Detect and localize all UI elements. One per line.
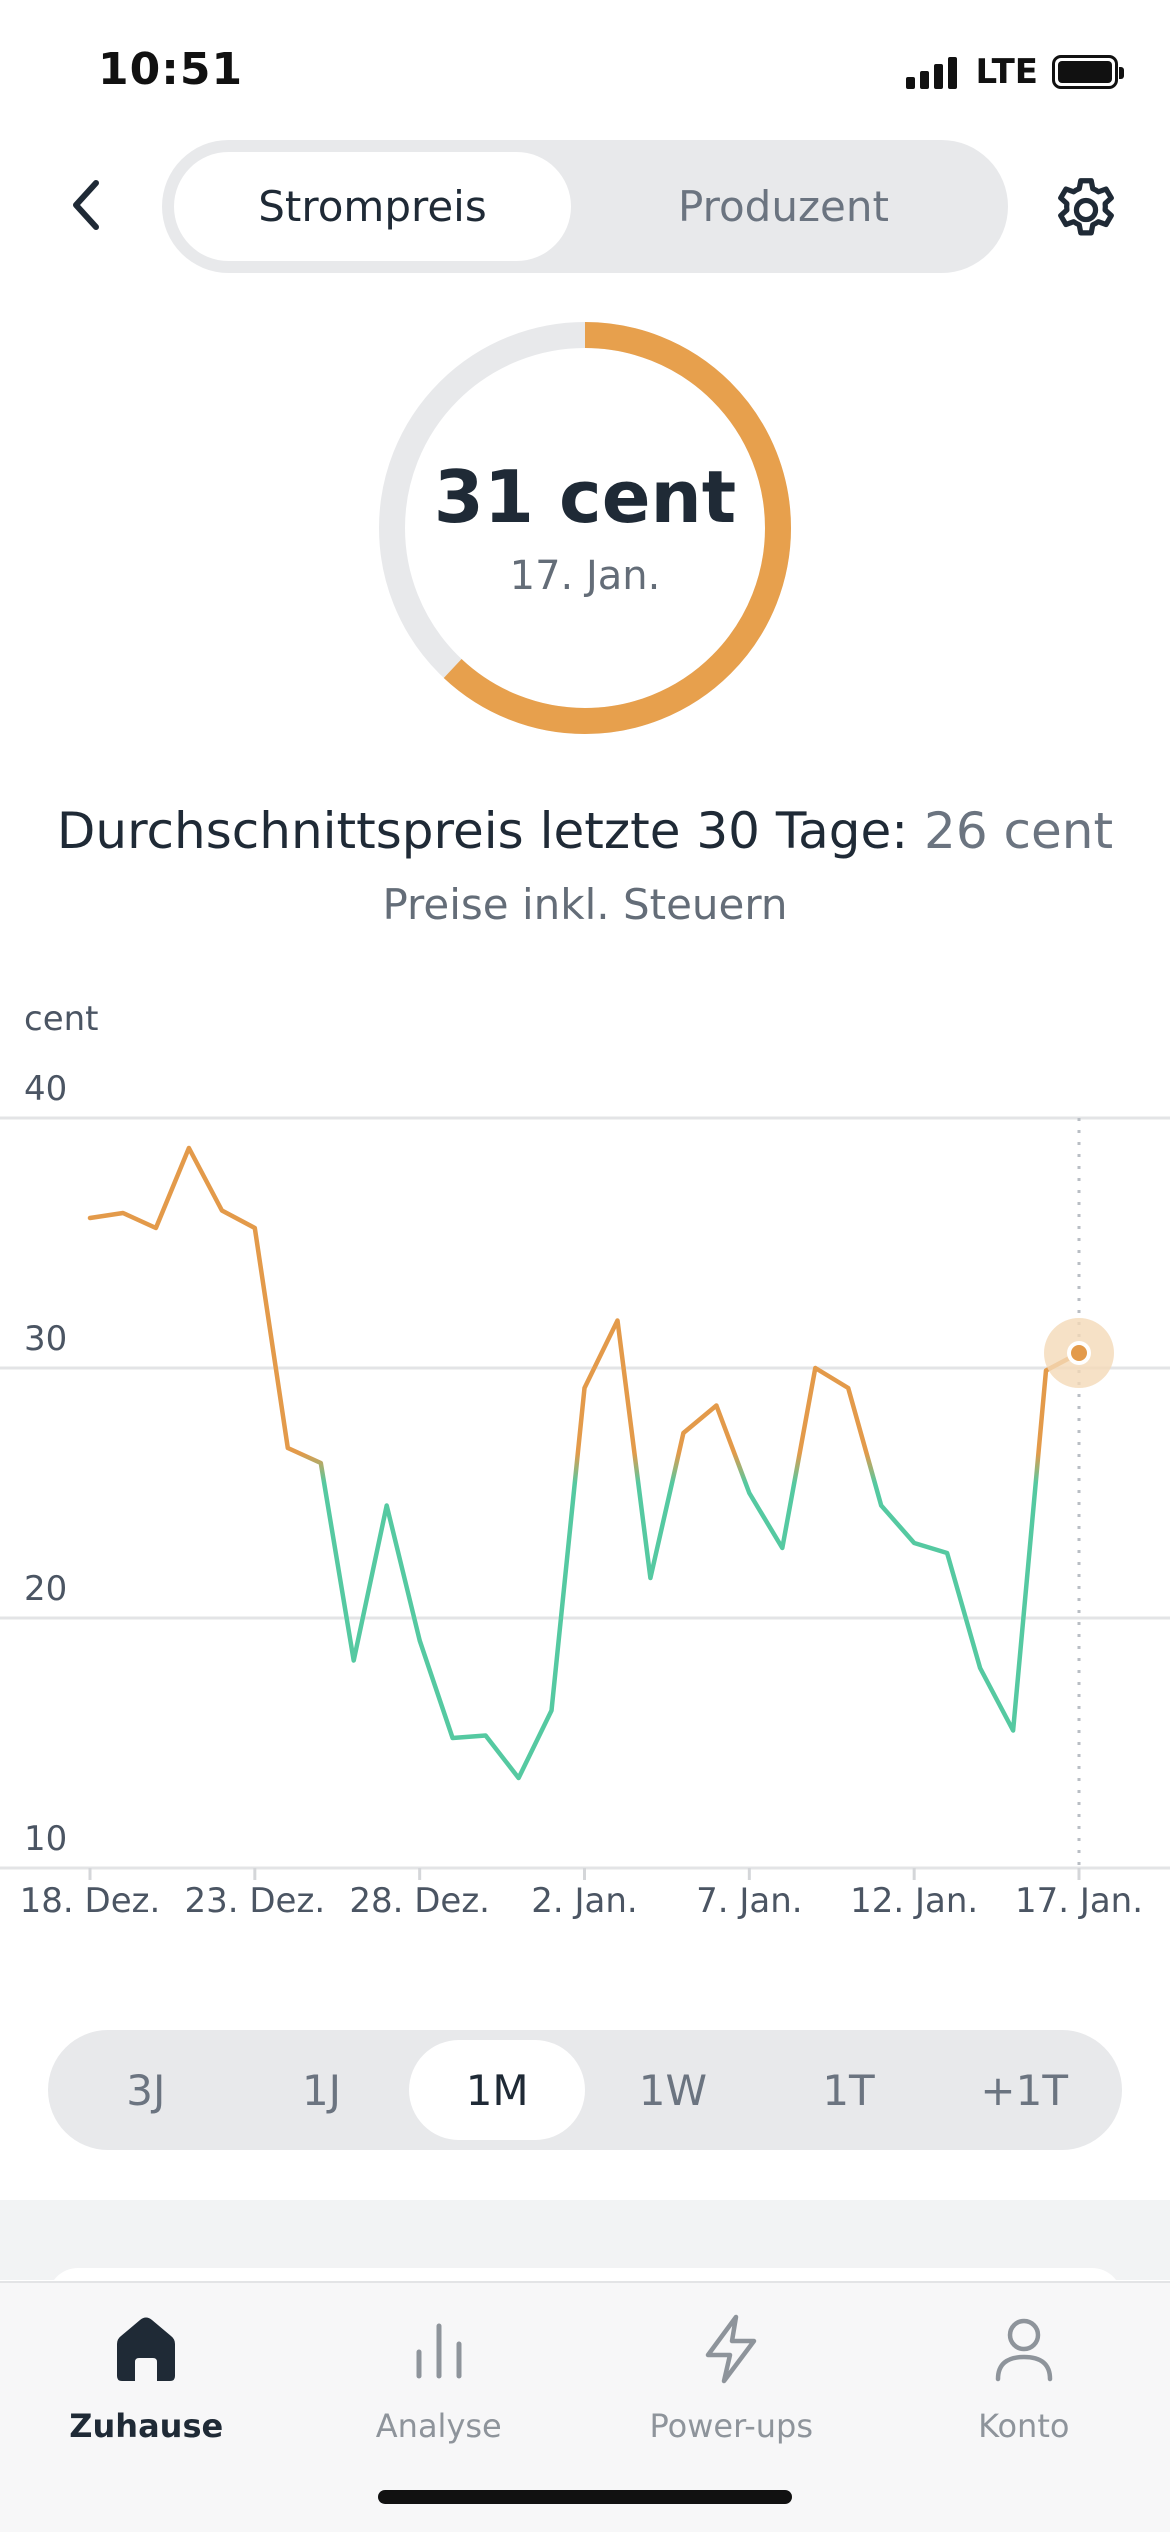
x-tick-label: 18. Dez. xyxy=(20,1881,161,1920)
tab-label: Zuhause xyxy=(69,2407,224,2445)
data-point xyxy=(87,1215,93,1221)
tab-power-ups[interactable]: Power-ups xyxy=(585,2283,878,2532)
signal-icon xyxy=(905,55,962,89)
range-3j[interactable]: 3J xyxy=(126,2065,166,2115)
battery-icon xyxy=(1052,55,1124,89)
range-1j[interactable]: 1J xyxy=(301,2065,342,2115)
data-point xyxy=(153,1225,159,1231)
tab-analyse[interactable]: Analyse xyxy=(293,2283,586,2532)
y-tick-label: 20 xyxy=(24,1569,67,1609)
y-tick-label: 10 xyxy=(24,1819,67,1859)
data-point xyxy=(516,1775,522,1781)
price-chart[interactable]: cent 40 30 20 10 18. Dez. 23. Dez. 28. Dez. 2.… xyxy=(0,1000,1170,1920)
tax-note: Preise inkl. Steuern xyxy=(382,880,788,929)
home-indicator xyxy=(378,2490,792,2504)
data-point xyxy=(483,1733,489,1739)
price-gauge xyxy=(379,322,791,734)
x-tick-label: 23. Dez. xyxy=(185,1881,326,1920)
data-point xyxy=(252,1225,258,1231)
average-price: Durchschnittspreis letzte 30 Tage: 26 ce… xyxy=(0,802,1170,860)
y-tick-label: 40 xyxy=(24,1069,67,1109)
chevron-left-icon xyxy=(73,180,99,230)
data-point xyxy=(1010,1728,1016,1734)
x-tick-label: 17. Jan. xyxy=(1015,1881,1143,1920)
data-point xyxy=(417,1638,423,1644)
range-1w[interactable]: 1W xyxy=(638,2065,707,2115)
segmented-control: Strompreis Produzent xyxy=(162,140,1008,273)
y-tick-label: 30 xyxy=(24,1319,67,1359)
content-background xyxy=(0,2200,1170,2280)
gauge-fill xyxy=(379,322,791,734)
gear-icon xyxy=(1058,178,1114,236)
data-point xyxy=(680,1430,686,1436)
range-1m[interactable]: 1M xyxy=(409,2040,586,2140)
chart-grid xyxy=(0,1116,1170,1870)
tab-produzent[interactable]: Produzent xyxy=(678,182,889,231)
current-price: 31 cent xyxy=(433,455,737,539)
data-point xyxy=(384,1503,390,1509)
home-icon xyxy=(117,2317,176,2381)
x-axis-ticks: 18. Dez. 23. Dez. 28. Dez. 2. Jan. 7. Jan. 12… xyxy=(20,1868,1143,1920)
data-point xyxy=(845,1385,851,1391)
tab-label: Analyse xyxy=(375,2407,502,2445)
status-indicators: LTE xyxy=(905,52,1124,92)
data-point xyxy=(582,1385,588,1391)
average-price-label: Durchschnittspreis letzte 30 Tage: xyxy=(56,802,909,860)
data-point xyxy=(977,1665,983,1671)
range-1t[interactable]: 1T xyxy=(822,2065,875,2115)
y-axis-label: cent xyxy=(24,1000,99,1039)
tab-zuhause[interactable]: Zuhause xyxy=(0,2283,293,2532)
data-point xyxy=(944,1550,950,1556)
settings-button[interactable] xyxy=(1046,170,1126,250)
data-point xyxy=(120,1210,126,1216)
data-point xyxy=(285,1445,291,1451)
range-plus-1t[interactable]: +1T xyxy=(980,2065,1068,2115)
data-point xyxy=(713,1403,719,1409)
back-button[interactable] xyxy=(56,170,116,240)
tab-label: Konto xyxy=(978,2407,1070,2445)
data-point xyxy=(351,1658,357,1664)
data-point xyxy=(318,1460,324,1466)
price-line xyxy=(87,1145,1082,1781)
data-point xyxy=(878,1503,884,1509)
tab-konto[interactable]: Konto xyxy=(878,2283,1170,2532)
lightning-icon xyxy=(706,2314,757,2384)
y-axis-ticks: 40 30 20 10 xyxy=(24,1069,67,1859)
data-point xyxy=(549,1708,555,1714)
data-point xyxy=(779,1545,785,1551)
current-price-date: 17. Jan. xyxy=(509,553,661,599)
data-point xyxy=(812,1365,818,1371)
data-point xyxy=(647,1575,653,1581)
average-price-value: 26 cent xyxy=(924,802,1114,860)
network-label: LTE xyxy=(975,52,1038,92)
x-tick-label: 12. Jan. xyxy=(850,1881,978,1920)
data-point xyxy=(450,1735,456,1741)
data-point xyxy=(219,1208,225,1214)
selected-point xyxy=(1071,1345,1087,1361)
data-points xyxy=(87,1145,1082,1781)
tab-label: Power-ups xyxy=(649,2407,813,2445)
data-point xyxy=(911,1540,917,1546)
data-point xyxy=(614,1318,620,1324)
data-point xyxy=(746,1490,752,1496)
data-point xyxy=(186,1145,192,1151)
user-icon xyxy=(995,2318,1052,2382)
x-tick-label: 7. Jan. xyxy=(696,1881,802,1920)
x-tick-label: 2. Jan. xyxy=(531,1881,637,1920)
range-selector: 3J 1J 1M 1W 1T +1T xyxy=(48,2030,1122,2150)
tab-strompreis[interactable]: Strompreis xyxy=(174,152,571,261)
status-time: 10:51 xyxy=(98,44,244,95)
x-tick-label: 28. Dez. xyxy=(349,1881,490,1920)
bar-chart-icon xyxy=(416,2323,462,2379)
